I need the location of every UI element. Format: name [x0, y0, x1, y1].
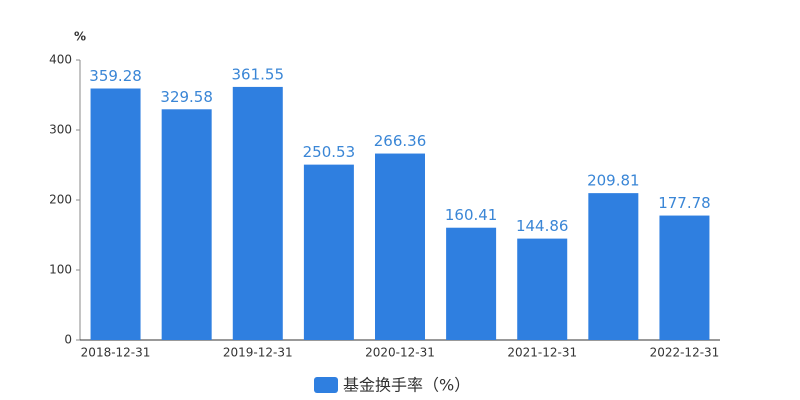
y-tick-label: 0	[64, 333, 72, 347]
value-label: 209.81	[587, 172, 640, 190]
x-tick-label: 2021-12-31	[507, 346, 577, 360]
bar	[303, 164, 354, 340]
value-label: 359.28	[89, 67, 142, 85]
bar	[232, 86, 283, 340]
x-tick-label: 2022-12-31	[650, 346, 720, 360]
y-tick-label: 100	[49, 263, 72, 277]
legend-label: 基金换手率（%）	[343, 376, 470, 395]
value-label: 160.41	[445, 206, 498, 224]
value-label: 329.58	[160, 88, 213, 106]
bar	[375, 153, 425, 340]
bar	[90, 88, 141, 340]
bar	[446, 227, 497, 340]
x-tick-label: 2018-12-31	[81, 346, 151, 360]
value-label: 177.78	[658, 194, 711, 212]
y-unit: %	[74, 30, 86, 44]
legend-swatch	[314, 377, 338, 393]
bar	[588, 193, 639, 340]
y-tick-label: 200	[49, 193, 72, 207]
x-tick-label: 2020-12-31	[365, 346, 435, 360]
value-label: 266.36	[374, 132, 427, 150]
x-tick-label: 2019-12-31	[223, 346, 293, 360]
y-tick-label: 300	[49, 123, 72, 137]
value-label: 361.55	[232, 65, 285, 83]
bar	[517, 238, 568, 340]
y-tick-label: 400	[49, 53, 72, 67]
bar	[161, 109, 212, 340]
value-label: 250.53	[303, 143, 356, 161]
bar	[659, 215, 710, 340]
value-label: 144.86	[516, 217, 569, 235]
